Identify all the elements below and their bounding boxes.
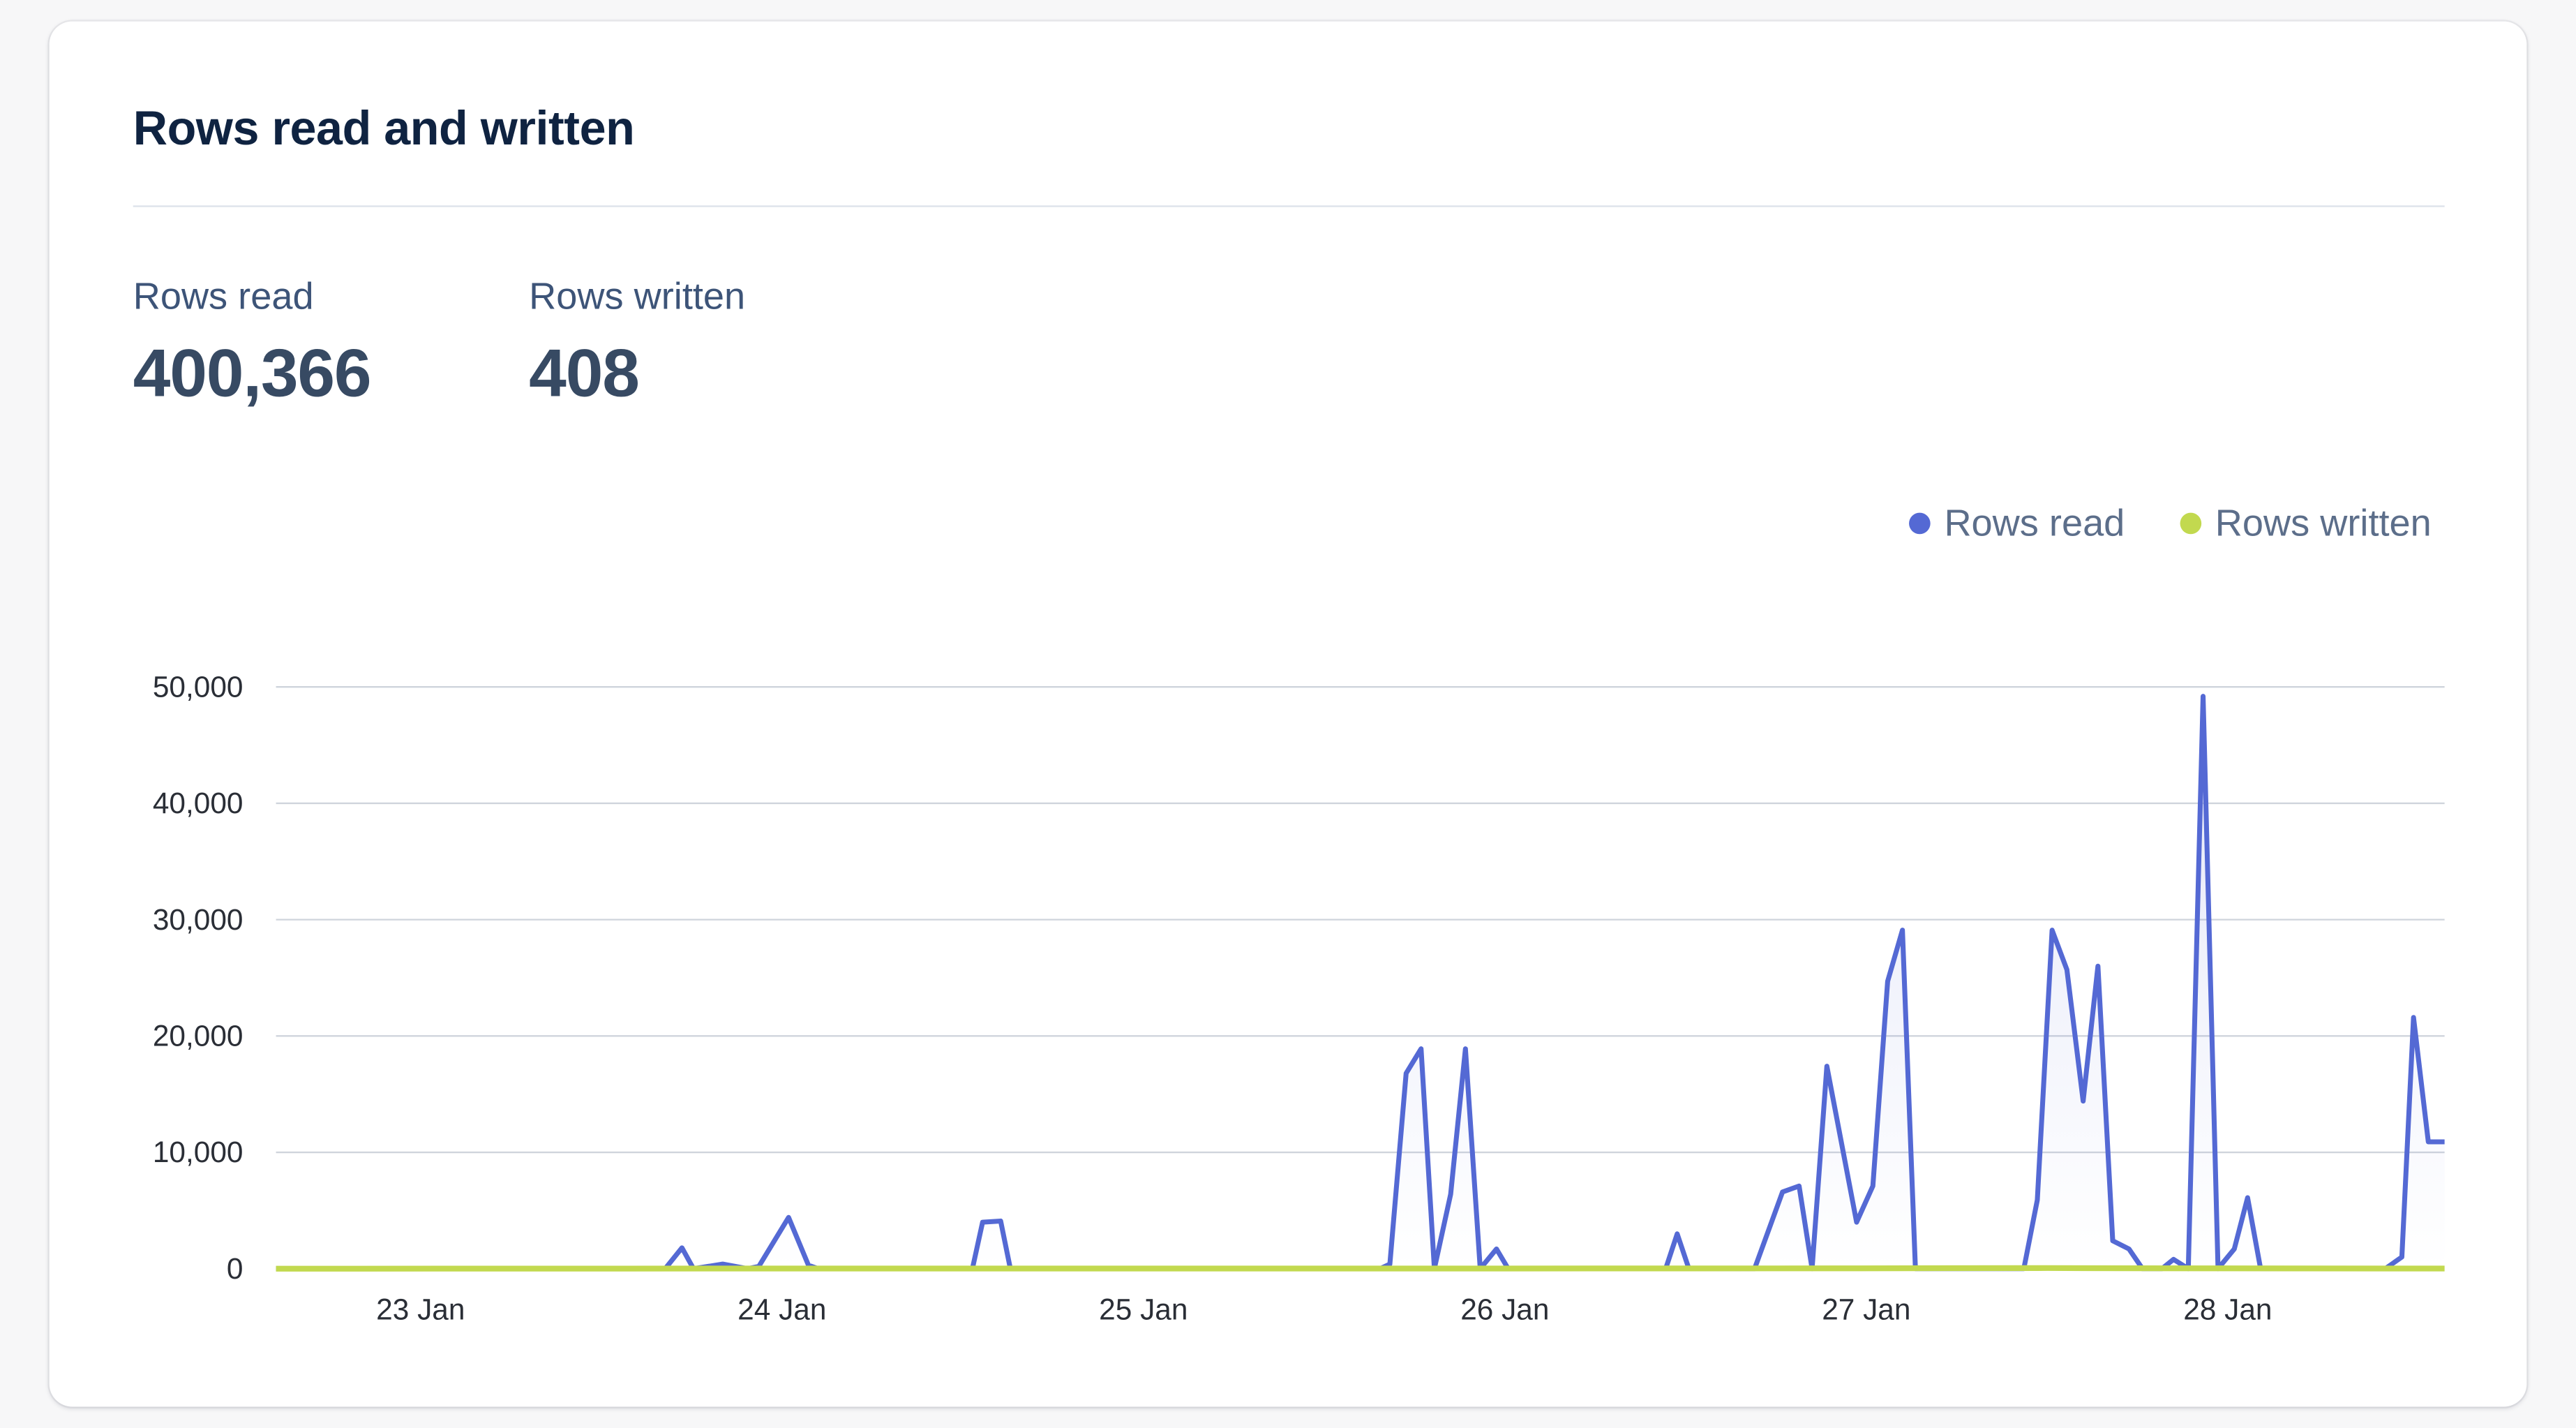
y-axis: 0 10,000 20,000 30,000 40,000 50,000 xyxy=(153,670,244,1285)
x-tick-label: 23 Jan xyxy=(376,1293,465,1326)
y-tick-label: 30,000 xyxy=(153,903,244,936)
chart-gridlines xyxy=(276,686,2445,1154)
x-tick-label: 24 Jan xyxy=(737,1293,826,1326)
stat-value: 408 xyxy=(529,335,640,411)
y-tick-label: 50,000 xyxy=(153,670,244,703)
y-tick-label: 0 xyxy=(227,1252,244,1285)
legend-item-rows-read[interactable]: Rows read xyxy=(1910,501,2125,546)
x-tick-label: 28 Jan xyxy=(2183,1293,2272,1326)
y-tick-label: 20,000 xyxy=(153,1019,244,1052)
card-title: Rows read and written xyxy=(133,103,635,156)
stat-value: 400,366 xyxy=(133,335,372,411)
stat-rows-read: Rows read 400,366 xyxy=(133,274,372,412)
y-tick-label: 10,000 xyxy=(153,1136,244,1168)
stat-label: Rows written xyxy=(529,274,746,318)
legend-label: Rows written xyxy=(2215,501,2432,544)
chart-legend: Rows read Rows written xyxy=(1910,501,2432,546)
x-tick-label: 25 Jan xyxy=(1099,1293,1188,1326)
x-axis: 23 Jan 24 Jan 25 Jan 26 Jan 27 Jan 28 Jan xyxy=(376,1293,2272,1326)
x-tick-label: 26 Jan xyxy=(1460,1293,1549,1326)
rows-written-line[interactable] xyxy=(276,1265,2445,1272)
rows-read-line[interactable] xyxy=(276,694,2445,1272)
stat-rows-written: Rows written 408 xyxy=(529,274,745,412)
legend-label: Rows read xyxy=(1944,501,2125,544)
title-divider xyxy=(133,205,2445,207)
rows-read-written-card: Rows read and written Rows read 400,366 … xyxy=(49,21,2527,1407)
x-tick-label: 27 Jan xyxy=(1822,1293,1910,1326)
legend-item-rows-written[interactable]: Rows written xyxy=(2180,501,2432,546)
legend-dot-icon xyxy=(2180,512,2202,535)
legend-dot-icon xyxy=(1910,512,1931,535)
y-tick-label: 40,000 xyxy=(153,787,244,819)
stat-label: Rows read xyxy=(133,274,314,318)
rows-read-area xyxy=(276,696,2445,1269)
